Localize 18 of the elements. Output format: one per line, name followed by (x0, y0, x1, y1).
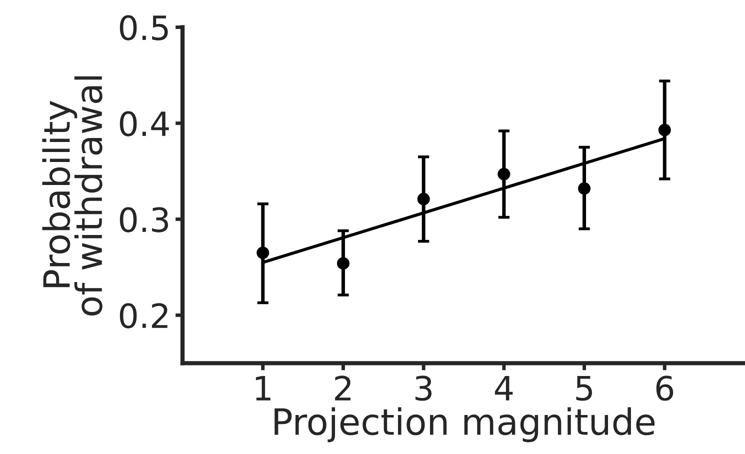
point (498, 168, 510, 180)
x-tick-label: 5 (576, 376, 592, 401)
point (658, 124, 671, 136)
x-tick-label: 1 (256, 376, 270, 400)
x-tick-label: 3 (416, 376, 432, 401)
point (336, 257, 350, 270)
y-tick-label: 0.4 (120, 111, 169, 136)
point (417, 192, 430, 206)
x-tick-label: 2 (335, 376, 350, 400)
y-tick-label: 0.2 (120, 303, 168, 328)
point (256, 246, 270, 260)
x-tick-label: 6 (656, 376, 674, 401)
point (578, 182, 591, 195)
x-tick-label: 4 (494, 376, 513, 400)
y-tick-label: 0.3 (120, 207, 168, 232)
y-tick-label: 0.5 (120, 15, 168, 40)
y-axis-title: Probability of withdrawal (42, 76, 102, 316)
x-axis-title: Projection magnitude (274, 407, 655, 442)
